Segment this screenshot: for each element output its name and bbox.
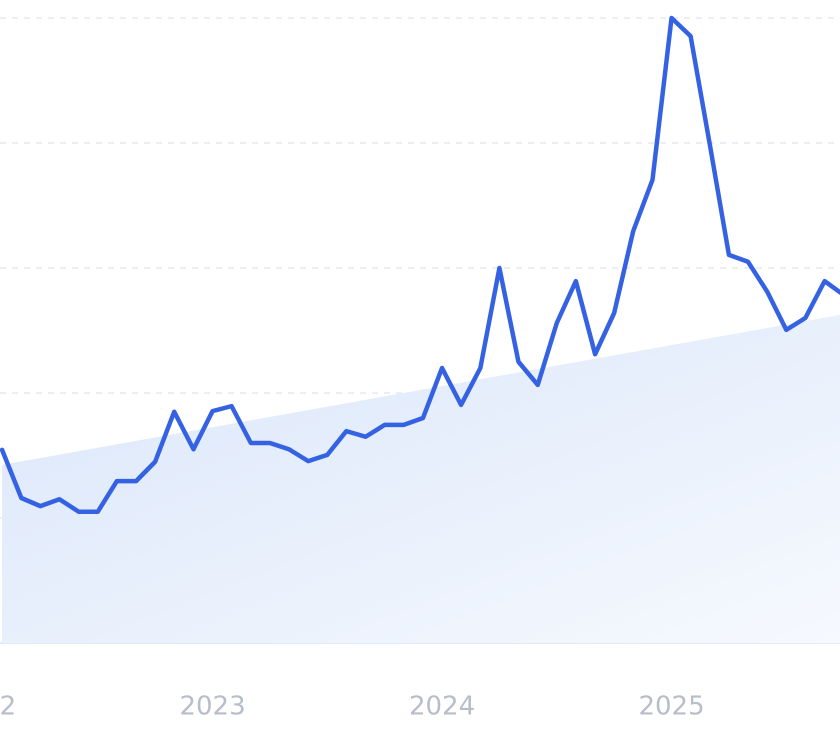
x-tick-label: 2022 (0, 692, 16, 722)
x-axis: 2022 2023 2024 2025 (0, 692, 705, 722)
data-line (0, 15, 840, 514)
x-tick-label: 2024 (409, 692, 475, 722)
trend-area (2, 314, 840, 643)
x-tick-label: 2025 (638, 692, 704, 722)
line-layer (0, 15, 840, 514)
x-tick-label: 2023 (179, 692, 245, 722)
trend-layer (2, 314, 840, 643)
